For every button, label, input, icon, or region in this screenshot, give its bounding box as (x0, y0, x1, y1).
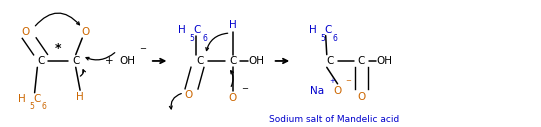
Text: C: C (37, 56, 44, 66)
Text: O: O (184, 90, 193, 100)
Text: H: H (179, 26, 186, 35)
Text: H: H (229, 20, 236, 30)
Text: C: C (72, 56, 80, 66)
FancyArrowPatch shape (35, 13, 80, 26)
Text: C: C (326, 56, 334, 66)
Text: 5: 5 (320, 34, 325, 43)
Text: *: * (55, 42, 62, 55)
FancyArrowPatch shape (80, 70, 85, 76)
FancyArrowPatch shape (169, 93, 181, 109)
Text: O: O (81, 27, 90, 37)
Text: Na: Na (310, 86, 324, 96)
Text: H: H (18, 94, 26, 104)
Text: 5: 5 (29, 102, 34, 111)
Text: 6: 6 (202, 34, 207, 43)
FancyArrowPatch shape (206, 33, 228, 51)
Text: −: − (346, 78, 351, 84)
Text: C: C (193, 26, 201, 35)
Text: O: O (22, 27, 30, 37)
Text: O: O (228, 93, 237, 103)
Text: C: C (358, 56, 365, 66)
Text: C: C (324, 26, 332, 35)
Text: OH: OH (377, 56, 393, 66)
Text: C: C (229, 56, 236, 66)
Text: 5: 5 (189, 34, 194, 43)
Text: +: + (105, 56, 114, 66)
Text: O: O (357, 92, 366, 101)
FancyArrowPatch shape (230, 71, 233, 86)
Text: C: C (33, 94, 41, 104)
Text: 6: 6 (42, 102, 47, 111)
Text: O: O (333, 86, 342, 96)
Text: H: H (76, 92, 84, 101)
Text: C: C (196, 56, 204, 66)
Text: OH: OH (120, 56, 136, 66)
Text: Sodium salt of Mandelic acid: Sodium salt of Mandelic acid (269, 115, 399, 124)
Text: −: − (140, 44, 146, 53)
Text: OH: OH (248, 56, 265, 66)
FancyArrowPatch shape (86, 53, 115, 60)
Text: H: H (309, 26, 317, 35)
Text: 6: 6 (333, 34, 338, 43)
Text: −: − (241, 84, 248, 93)
Text: +: + (329, 78, 335, 84)
